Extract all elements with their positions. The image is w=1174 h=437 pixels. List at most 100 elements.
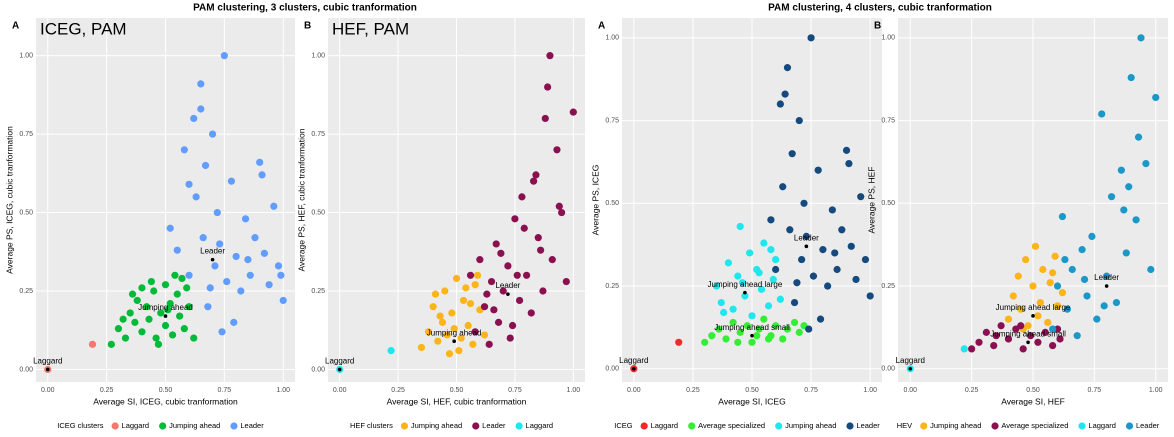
point [760,315,768,323]
legend-swatch [920,422,928,430]
point [161,281,170,289]
x-tick-label: 1.00 [276,387,290,394]
y-tick-label: 1.00 [605,35,619,42]
point [569,108,577,116]
point [483,290,491,298]
point [814,166,822,174]
point [776,100,784,108]
legend-label: Leader [1136,421,1160,430]
x-axis-label: Average SI, HEF, cubic tranformation [387,396,527,406]
y-axis-label: Average PS, ICEG, cubic tranformation [4,126,14,274]
point [769,275,777,284]
x-tick-label: 0.75 [218,387,232,394]
point [553,146,561,154]
point [1044,318,1052,327]
point [736,328,744,336]
point [518,193,526,201]
point [138,284,146,292]
legend-label: Laggard [1088,421,1116,430]
point [515,296,524,305]
legend-label: Leader [240,421,264,430]
point [464,321,472,330]
point [429,303,437,311]
point [279,296,287,305]
legend-swatch [230,422,238,430]
point [492,240,500,248]
point [1029,282,1037,290]
x-tick-label: 0.25 [100,387,114,394]
point [487,277,496,286]
x-tick-label: 0.00 [41,387,55,394]
point [1017,322,1025,330]
point [436,312,444,320]
centroid [45,367,50,372]
y-tick-label: 0.50 [881,200,895,207]
point [857,193,865,201]
point [241,215,250,223]
point [982,328,990,336]
panel-label: B [874,21,881,32]
point [1034,312,1042,320]
point [990,342,998,350]
point [1004,315,1013,323]
point [457,334,465,342]
point [1031,242,1040,250]
x-tick-label: 0.00 [333,387,347,394]
point [1112,298,1121,307]
panel-label: B [304,21,311,32]
legend-label: Average specialized [698,421,765,430]
point [223,277,231,286]
point [1122,249,1130,257]
point [161,321,170,330]
point [992,332,1000,340]
point [258,171,266,179]
point [1073,332,1081,340]
point [790,298,799,307]
legend-label: Jumping ahead [930,421,981,430]
point [767,216,775,224]
point [166,224,174,232]
annotation: Leader [794,233,819,242]
point [511,215,519,223]
y-axis-label: Average PS, HEF [866,167,876,234]
y-tick-label: 0.75 [311,131,325,138]
point [783,325,792,333]
point [790,318,799,327]
point [800,199,808,207]
point [232,252,240,261]
point [513,271,521,279]
point [1058,212,1067,221]
point [779,183,787,191]
point [1034,338,1042,346]
point [197,80,205,88]
point [968,345,976,353]
point [128,290,137,298]
legend-label: Laggard [651,421,679,430]
point [197,105,205,113]
point [828,206,836,214]
point [220,52,228,60]
x-tick-label: 0.75 [804,387,818,394]
point [534,234,542,242]
point [558,208,566,217]
y-tick-label: 1.00 [19,52,33,59]
point [805,325,813,333]
point [764,335,773,343]
point [485,340,493,348]
point [1100,302,1108,310]
point [975,338,983,346]
point [1083,292,1091,300]
point [180,325,188,333]
point [469,340,477,348]
legend-label: Leader [482,421,506,430]
point [455,347,463,355]
y-tick-label: 0.75 [605,117,619,124]
point [1041,328,1049,336]
point [724,259,732,267]
annotation: Leader [1094,273,1119,282]
point [788,150,796,158]
legend-swatch [400,422,409,430]
point [1063,305,1071,313]
point [1098,110,1106,118]
point [838,226,846,234]
